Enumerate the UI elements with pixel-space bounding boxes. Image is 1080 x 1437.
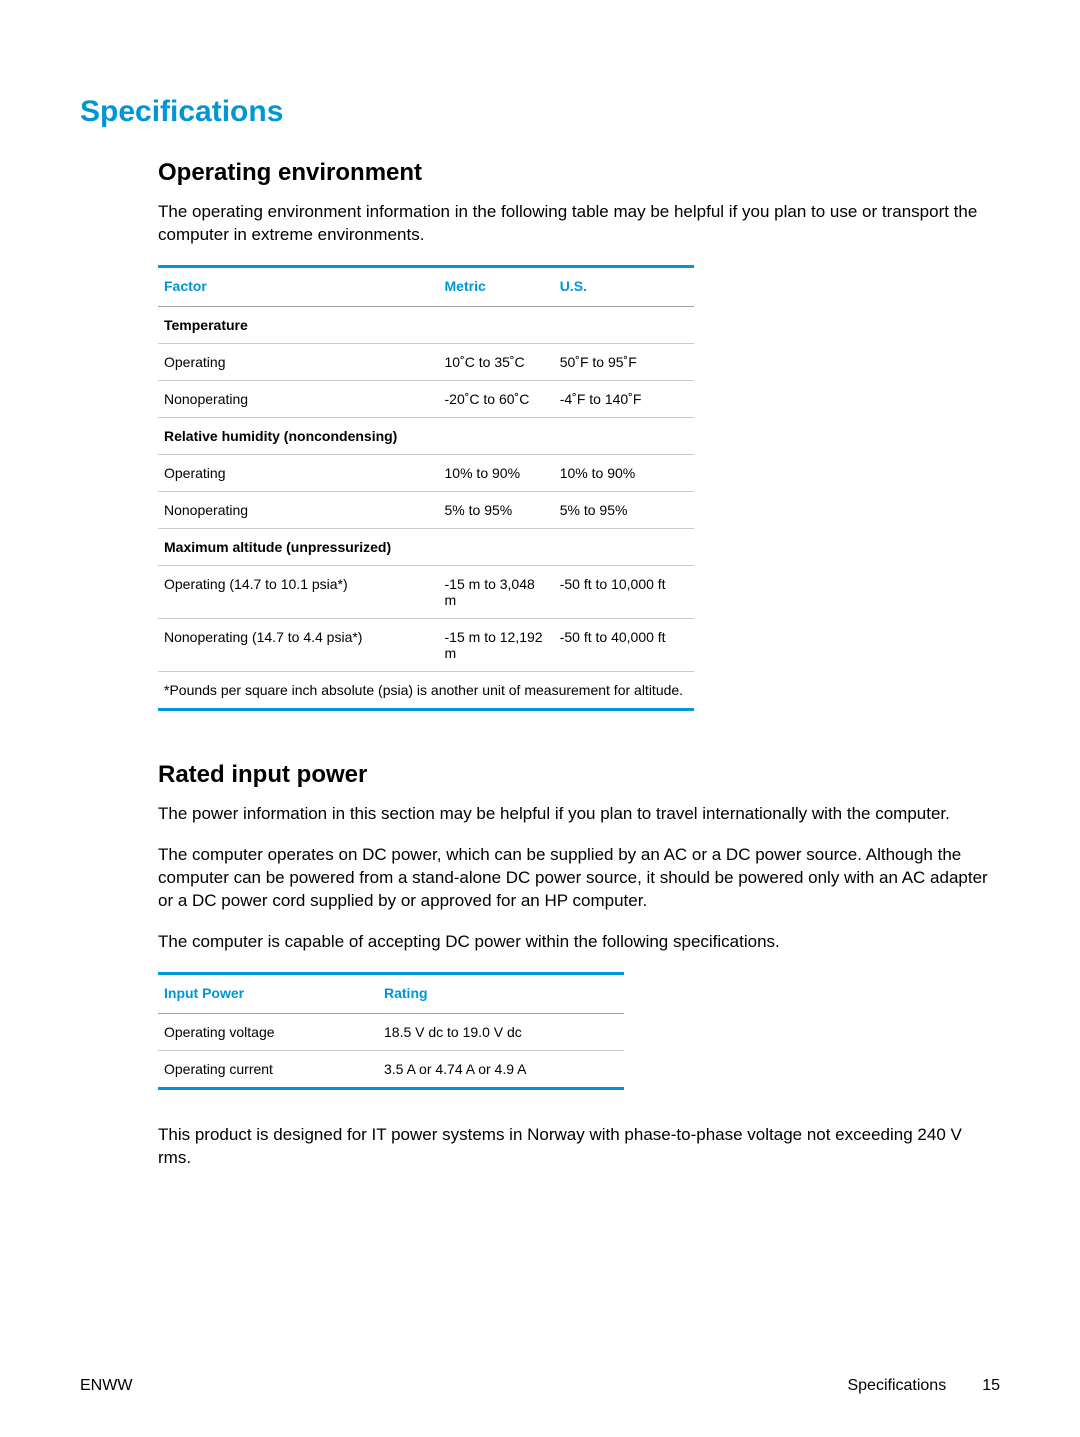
section-operating-environment: Operating environment The operating envi… bbox=[158, 159, 1000, 1169]
table-footnote: *Pounds per square inch absolute (psia) … bbox=[158, 671, 694, 709]
table-row: Temperature bbox=[158, 306, 694, 343]
table-row: Operating 10˚C to 35˚C 50˚F to 95˚F bbox=[158, 343, 694, 380]
cell-factor: Operating bbox=[158, 454, 439, 491]
cell-us: -4˚F to 140˚F bbox=[554, 380, 694, 417]
col-header-rating: Rating bbox=[378, 973, 624, 1013]
cell-factor: Operating bbox=[158, 343, 439, 380]
cell-metric: -20˚C to 60˚C bbox=[439, 380, 554, 417]
cell-us: 5% to 95% bbox=[554, 491, 694, 528]
cell-metric: 10% to 90% bbox=[439, 454, 554, 491]
table-row: *Pounds per square inch absolute (psia) … bbox=[158, 671, 694, 709]
col-header-factor: Factor bbox=[158, 266, 439, 306]
table-row: Nonoperating (14.7 to 4.4 psia*) -15 m t… bbox=[158, 618, 694, 671]
table-row: Operating (14.7 to 10.1 psia*) -15 m to … bbox=[158, 565, 694, 618]
cell-factor: Nonoperating (14.7 to 4.4 psia*) bbox=[158, 618, 439, 671]
env-intro: The operating environment information in… bbox=[158, 201, 998, 247]
table-row: Nonoperating 5% to 95% 5% to 95% bbox=[158, 491, 694, 528]
table-row: Maximum altitude (unpressurized) bbox=[158, 528, 694, 565]
table-row: Operating voltage 18.5 V dc to 19.0 V dc bbox=[158, 1013, 624, 1050]
cell-us: 50˚F to 95˚F bbox=[554, 343, 694, 380]
footer-page-number: 15 bbox=[982, 1377, 1000, 1395]
heading-rated-input-power: Rated input power bbox=[158, 761, 1000, 789]
col-header-us: U.S. bbox=[554, 266, 694, 306]
rated-input-power-table: Input Power Rating Operating voltage 18.… bbox=[158, 972, 624, 1090]
table-row: Nonoperating -20˚C to 60˚C -4˚F to 140˚F bbox=[158, 380, 694, 417]
cell-metric: 5% to 95% bbox=[439, 491, 554, 528]
col-header-metric: Metric bbox=[439, 266, 554, 306]
table-row: Relative humidity (noncondensing) bbox=[158, 417, 694, 454]
cell-metric: -15 m to 12,192 m bbox=[439, 618, 554, 671]
group-label: Relative humidity (noncondensing) bbox=[158, 417, 694, 454]
cell-us: -50 ft to 10,000 ft bbox=[554, 565, 694, 618]
cell-rating: 3.5 A or 4.74 A or 4.9 A bbox=[378, 1050, 624, 1088]
footer-section-label: Specifications bbox=[847, 1377, 946, 1395]
table-row: Operating current 3.5 A or 4.74 A or 4.9… bbox=[158, 1050, 624, 1088]
cell-factor: Nonoperating bbox=[158, 491, 439, 528]
cell-us: -50 ft to 40,000 ft bbox=[554, 618, 694, 671]
col-header-input-power: Input Power bbox=[158, 973, 378, 1013]
cell-input-power: Operating voltage bbox=[158, 1013, 378, 1050]
power-p4: This product is designed for IT power sy… bbox=[158, 1124, 998, 1170]
page: Specifications Operating environment The… bbox=[0, 0, 1080, 1437]
cell-factor: Operating (14.7 to 10.1 psia*) bbox=[158, 565, 439, 618]
cell-metric: 10˚C to 35˚C bbox=[439, 343, 554, 380]
footer-left: ENWW bbox=[80, 1377, 132, 1395]
group-label: Temperature bbox=[158, 306, 694, 343]
page-footer: ENWW Specifications 15 bbox=[80, 1377, 1000, 1395]
power-p3: The computer is capable of accepting DC … bbox=[158, 931, 998, 954]
cell-rating: 18.5 V dc to 19.0 V dc bbox=[378, 1013, 624, 1050]
cell-metric: -15 m to 3,048 m bbox=[439, 565, 554, 618]
cell-input-power: Operating current bbox=[158, 1050, 378, 1088]
cell-us: 10% to 90% bbox=[554, 454, 694, 491]
group-label: Maximum altitude (unpressurized) bbox=[158, 528, 694, 565]
page-title: Specifications bbox=[80, 95, 1000, 129]
table-row: Operating 10% to 90% 10% to 90% bbox=[158, 454, 694, 491]
power-p2: The computer operates on DC power, which… bbox=[158, 844, 998, 913]
heading-operating-environment: Operating environment bbox=[158, 159, 1000, 187]
operating-environment-table: Factor Metric U.S. Temperature Operating… bbox=[158, 265, 694, 711]
power-p1: The power information in this section ma… bbox=[158, 803, 998, 826]
cell-factor: Nonoperating bbox=[158, 380, 439, 417]
